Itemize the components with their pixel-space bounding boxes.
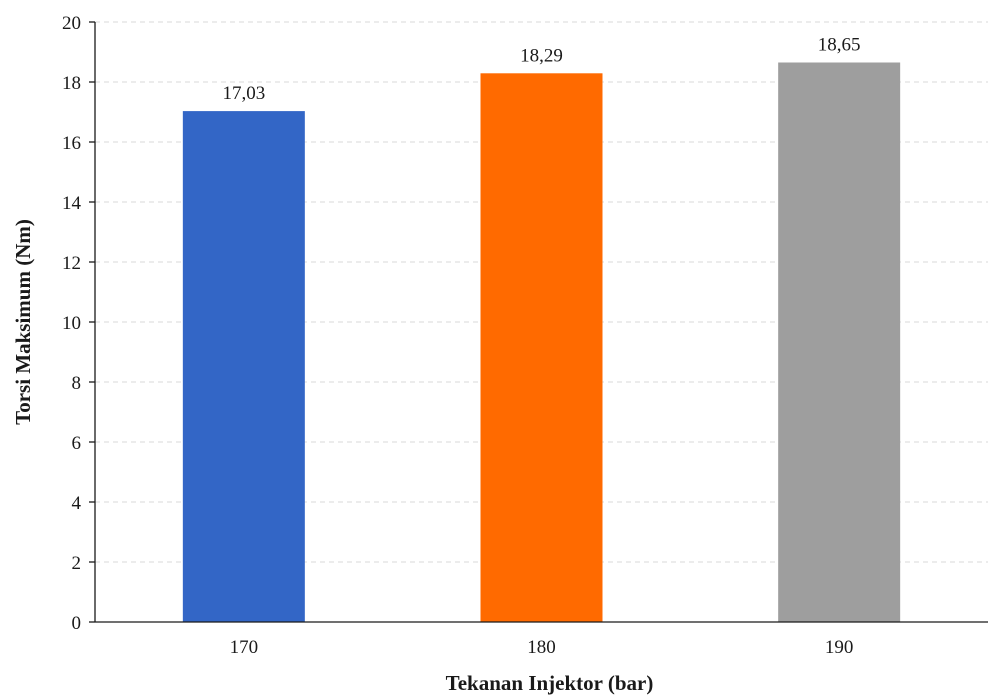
- y-tick-label: 16: [62, 133, 81, 154]
- y-tick-label: 0: [72, 613, 82, 634]
- x-tick-label: 190: [825, 637, 854, 658]
- y-tick-label: 14: [62, 193, 82, 214]
- y-tick-label: 6: [72, 433, 82, 454]
- bar-190: [778, 62, 901, 622]
- y-tick-label: 2: [72, 553, 82, 574]
- y-tick-label: 4: [72, 493, 82, 514]
- data-label-170: 17,03: [222, 83, 265, 104]
- bars: [182, 62, 901, 623]
- y-tick-label: 12: [62, 253, 81, 274]
- y-tick-label: 10: [62, 313, 81, 334]
- data-label-190: 18,65: [818, 35, 861, 56]
- bar-180: [480, 73, 603, 623]
- data-labels: 17,03 18,29 18,65: [222, 35, 860, 105]
- x-axis-title: Tekanan Injektor (bar): [446, 671, 654, 695]
- x-tick-label: 170: [230, 637, 259, 658]
- y-tick-labels: 0 2 4 6 8 10 12 14 16 18 20: [62, 13, 95, 634]
- y-axis-title: Torsi Maksimum (Nm): [11, 219, 35, 425]
- x-tick-labels: 170 180 190: [230, 637, 854, 658]
- y-tick-label: 20: [62, 13, 81, 34]
- data-label-180: 18,29: [520, 45, 563, 66]
- y-tick-label: 8: [72, 373, 82, 394]
- x-tick-label: 180: [527, 637, 556, 658]
- bar-170: [182, 111, 305, 622]
- y-tick-label: 18: [62, 73, 81, 94]
